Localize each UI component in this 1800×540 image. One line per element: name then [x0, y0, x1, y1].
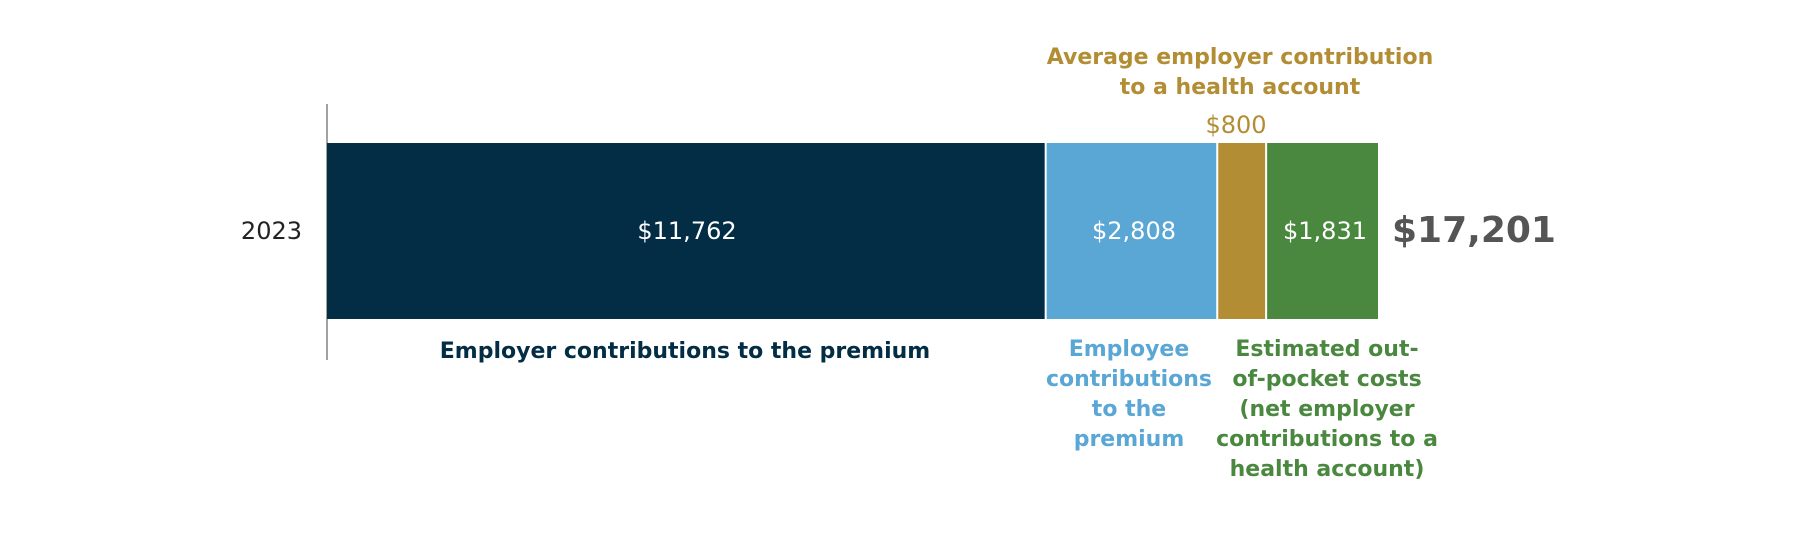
bar-employee-premium — [1045, 143, 1218, 319]
legend-label-health-account: Average employer contribution to a healt… — [1046, 45, 1434, 100]
value-label-employer-premium: $11,762 — [637, 217, 737, 245]
bar-health-account — [1217, 143, 1267, 319]
value-label-out-of-pocket: $1,831 — [1283, 217, 1367, 245]
legend-label-out-of-pocket: Estimated out- of-pocket costs (net empl… — [1216, 337, 1438, 482]
legend-label-employer-premium: Employer contributions to the premium — [439, 339, 931, 364]
bar-out-of-pocket — [1266, 143, 1378, 319]
total-label: $17,201 — [1392, 210, 1556, 251]
bar-employer-premium — [327, 143, 1046, 319]
legend-label-employee-premium: Employee contributions to the premium — [1045, 337, 1213, 452]
bar-segments — [327, 143, 1378, 319]
value-label-health-account: $800 — [1205, 111, 1267, 139]
category-label-2023: 2023 — [240, 217, 302, 245]
value-label-employee-premium: $2,808 — [1092, 217, 1176, 245]
